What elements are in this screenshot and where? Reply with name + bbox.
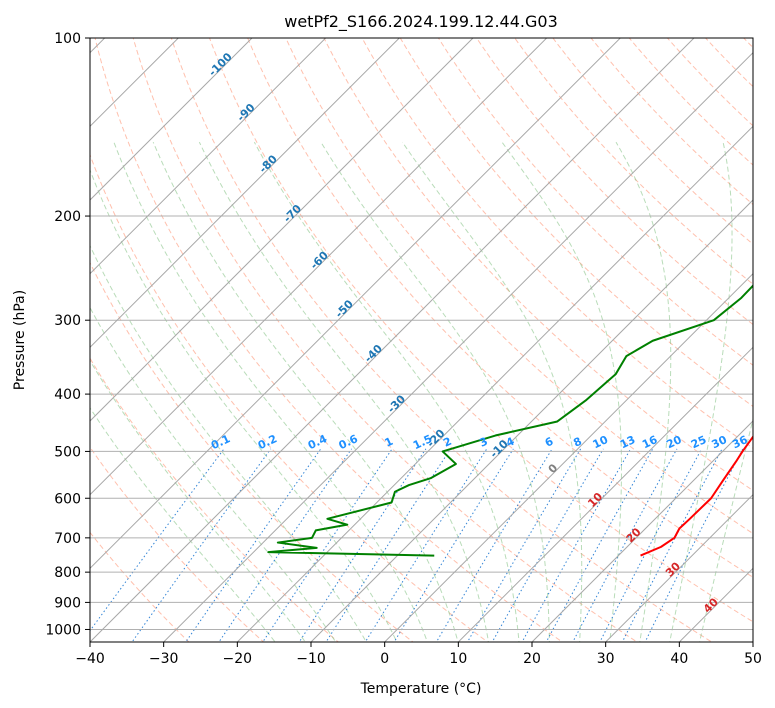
moist-adiabat-line <box>90 359 306 642</box>
y-axis-ticks: 100 200 300 400 500 600 700 800 900 1000 <box>45 31 90 638</box>
moist-adiabat-line <box>90 244 367 642</box>
moist-adiabat-line <box>90 168 398 642</box>
dry-adiabat-line <box>437 38 753 366</box>
moist-adiabat-line <box>615 141 672 642</box>
mixing-ratio-label: 30 <box>710 433 730 451</box>
x-tick-label: 30 <box>597 651 615 667</box>
dry-adiabat-line <box>552 38 753 245</box>
mixing-ratio-line <box>218 448 352 642</box>
plot-frame <box>89 37 754 643</box>
x-tick-label: 0 <box>380 651 389 667</box>
dry-adiabat-line <box>170 38 713 642</box>
moist-adiabat-line <box>699 417 753 642</box>
isotherm-gridline <box>162 51 753 642</box>
sounding-line <box>640 435 753 557</box>
dry-adiabat-line <box>90 153 489 642</box>
y-tick-label: 200 <box>54 209 81 225</box>
mixing-ratio-line <box>599 448 703 642</box>
x-tick-label: 40 <box>670 651 688 667</box>
isotherm-gridline <box>90 38 401 349</box>
x-tick-label: −40 <box>75 651 105 667</box>
mixing-ratio-line <box>545 448 654 642</box>
mixing-ratio-lines <box>90 448 744 642</box>
dry-adiabat-line <box>247 38 753 578</box>
x-axis-ticks: −40 −30 −20 −10 0 10 20 30 40 50 <box>75 642 762 667</box>
isotherm-gridline <box>236 125 753 642</box>
moist-adiabat-line <box>90 406 276 642</box>
sounding-line <box>267 284 753 557</box>
dry-adiabat-line <box>399 38 753 408</box>
moist-adiabat-line <box>90 306 337 642</box>
dry-adiabat-line <box>666 38 753 127</box>
x-tick-label: 10 <box>449 651 467 667</box>
y-tick-label: 500 <box>54 444 81 460</box>
isotherm-gridline <box>604 493 753 642</box>
moist-adiabat-line <box>152 141 459 642</box>
isotherm-gridline <box>310 199 753 642</box>
x-tick-label: −20 <box>223 651 253 667</box>
moist-adiabat-line <box>320 141 550 642</box>
mixing-ratio-label: 13 <box>618 433 637 451</box>
moist-adiabat-line <box>669 142 733 642</box>
mixing-ratio-line <box>521 448 632 642</box>
moist-adiabat-line <box>113 141 428 642</box>
y-tick-label: 1000 <box>45 622 81 638</box>
dry-adiabat-line <box>208 38 753 623</box>
mixing-ratio-line <box>491 448 604 642</box>
mixing-ratio-label: 36 <box>730 433 750 451</box>
isotherm-gridlines <box>90 38 753 642</box>
y-axis-label: Pressure (hPa) <box>12 290 28 390</box>
mixing-ratio-line <box>298 448 427 642</box>
mixing-ratio-line <box>90 448 225 632</box>
isotherm-gridline <box>383 272 753 642</box>
sounding-profiles <box>267 284 753 557</box>
x-tick-label: −10 <box>296 651 326 667</box>
dry-adiabat-line <box>590 38 753 206</box>
isotherm-gridline <box>90 38 474 422</box>
chart-title: wetPf2_S166.2024.199.12.44.G03 <box>284 12 558 32</box>
x-tick-label: 50 <box>744 651 762 667</box>
x-tick-label: −30 <box>149 651 179 667</box>
mixing-ratio-line <box>185 448 322 642</box>
x-axis-label: Temperature (°C) <box>360 681 482 697</box>
isotherm-gridline <box>90 38 622 570</box>
isotherm-gridline <box>90 38 548 496</box>
mixing-ratio-label: 16 <box>640 433 660 451</box>
isobar-gridlines <box>90 38 753 630</box>
moist-adiabat-line <box>253 141 520 642</box>
mixing-ratio-label: 20 <box>664 433 684 451</box>
mixing-ratio-label: 25 <box>689 433 708 451</box>
dry-adiabat-line <box>285 38 753 535</box>
y-tick-label: 800 <box>54 565 81 581</box>
mixing-ratio-line <box>393 448 514 642</box>
dry-adiabat-line <box>90 446 265 642</box>
y-tick-label: 600 <box>54 491 81 507</box>
x-tick-label: 20 <box>523 651 541 667</box>
isotherm-gridline <box>457 346 753 642</box>
y-tick-label: 700 <box>54 531 81 547</box>
y-tick-label: 400 <box>54 387 81 403</box>
mixing-ratio-label: 10 <box>591 433 611 451</box>
dry-adiabats <box>90 38 753 642</box>
mixing-ratio-line <box>262 448 393 642</box>
dry-adiabat-line <box>132 38 638 642</box>
y-tick-label: 900 <box>54 595 81 611</box>
isotherm-gridline <box>90 38 253 201</box>
mixing-ratio-line <box>364 448 488 642</box>
dry-adiabat-line <box>361 38 753 449</box>
moist-adiabat-line <box>501 141 622 642</box>
dry-adiabat-line <box>90 531 190 642</box>
mixing-ratio-line <box>325 448 452 642</box>
isotherm-gridline <box>90 38 180 128</box>
y-tick-label: 300 <box>54 313 81 329</box>
isotherm-gridline <box>90 38 327 275</box>
dry-adiabat-line <box>476 38 753 326</box>
dry-adiabat-line <box>94 38 564 642</box>
moist-adiabat-line <box>401 141 583 642</box>
isotherm-gridline <box>531 420 753 642</box>
isotherm-gridline <box>90 38 695 642</box>
y-tick-label: 100 <box>54 31 81 47</box>
